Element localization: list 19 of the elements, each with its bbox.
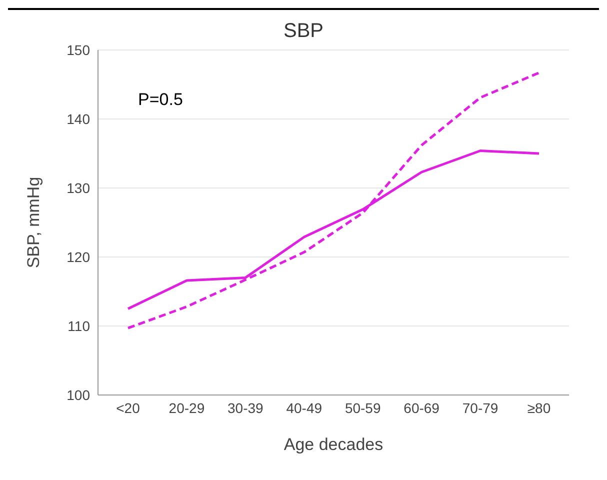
annotation: P=0.5 (138, 90, 183, 110)
x-tick-label: 60-69 (404, 400, 440, 416)
x-axis-title: Age decades (284, 435, 384, 454)
x-tick-label: 50-59 (344, 400, 381, 416)
y-tick-label: 120 (66, 248, 90, 265)
x-tick-label: <20 (116, 400, 140, 416)
y-tick-label: 150 (66, 42, 90, 58)
x-tick-label: 70-79 (462, 400, 498, 416)
x-tick-label: 20-29 (168, 400, 205, 416)
y-tick-label: 110 (68, 318, 90, 334)
x-tick-label: 40-49 (286, 400, 322, 416)
x-tick-label: 30-39 (228, 400, 264, 416)
y-tick-label: 100 (66, 386, 90, 403)
y-tick-label: 140 (66, 110, 90, 127)
line-series (126, 72, 540, 330)
y-tick-label: 130 (66, 180, 90, 196)
x-tick-label: ≥80 (527, 400, 551, 416)
y-axis-title: SBP, mmHg (24, 176, 44, 268)
chart-title: SBP (282, 20, 325, 43)
